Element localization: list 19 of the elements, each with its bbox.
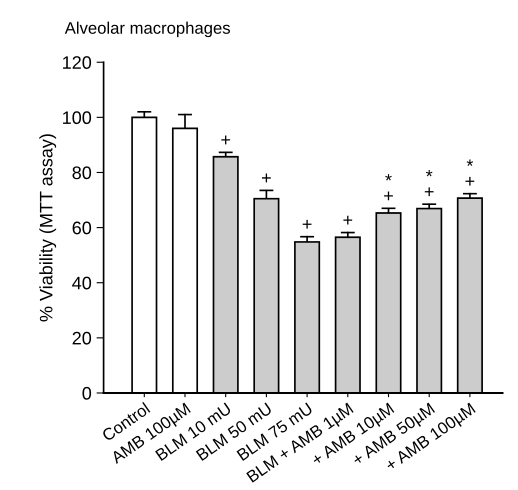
y-axis-title: % Viability (MTT assay) bbox=[39, 134, 56, 322]
y-tick-label: 100 bbox=[63, 111, 92, 124]
annotation: + bbox=[262, 174, 271, 182]
annotation: + bbox=[221, 135, 230, 144]
annotation: + bbox=[302, 220, 312, 229]
y-tick-label: 0 bbox=[82, 386, 92, 400]
annotation: + bbox=[424, 187, 434, 196]
annotation: * bbox=[385, 174, 392, 181]
chart-title: Alveolar macrophages bbox=[64, 22, 230, 38]
y-tick-label: 40 bbox=[72, 276, 92, 290]
annotation: + bbox=[384, 191, 393, 200]
y-tick-label: 80 bbox=[72, 166, 92, 180]
annotation: * bbox=[426, 170, 432, 176]
annotation: + bbox=[343, 216, 352, 225]
annotation: + bbox=[466, 176, 474, 186]
y-tick-label: 60 bbox=[72, 222, 92, 234]
y-tick-label: 120 bbox=[63, 56, 92, 69]
y-tick-label: 20 bbox=[72, 332, 92, 345]
annotation: * bbox=[466, 160, 474, 166]
